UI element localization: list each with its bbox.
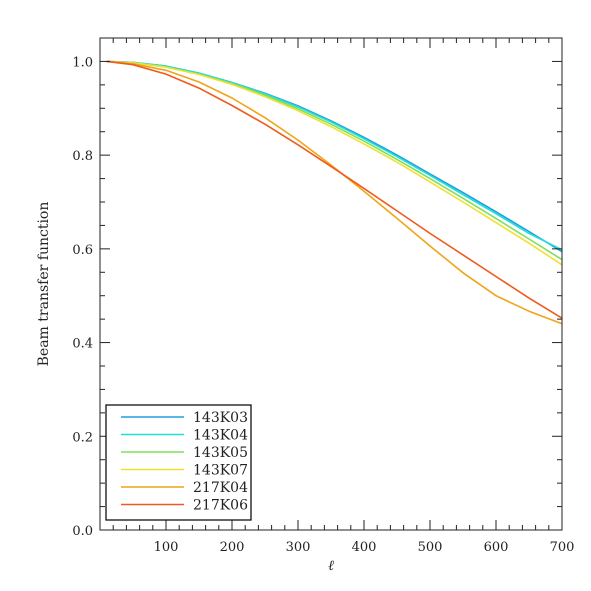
x-tick-label: 700 <box>550 540 575 555</box>
x-tick-label: 300 <box>286 540 311 555</box>
legend-label-143K07: 143K07 <box>193 463 248 479</box>
y-tick-label: 0.2 <box>72 430 93 445</box>
x-tick-label: 400 <box>352 540 377 555</box>
legend-label-143K05: 143K05 <box>193 445 248 461</box>
y-axis-title: Beam transfer function <box>36 202 52 367</box>
x-axis-title: ℓ <box>328 558 334 574</box>
x-tick-label: 600 <box>484 540 509 555</box>
x-tick-label: 500 <box>418 540 443 555</box>
y-tick-label: 1.0 <box>72 55 93 70</box>
series-line-217K06 <box>106 60 563 319</box>
ticks-layer: 100 200 300 400 500 600 700 0.0 0.2 0.4 0.6 0.8 1.0 <box>72 38 574 555</box>
plot-frame <box>99 37 563 531</box>
legend-label-143K03: 143K03 <box>193 410 248 426</box>
y-tick-label: 0.6 <box>72 243 93 258</box>
series-line-217K04 <box>106 60 563 325</box>
legend-box <box>105 404 252 521</box>
x-tick-label: 100 <box>154 540 179 555</box>
legend-label-217K06: 217K06 <box>193 498 248 514</box>
series-line-143K04 <box>106 60 563 251</box>
series-line-143K07 <box>106 60 563 266</box>
x-tick-label: 200 <box>220 540 245 555</box>
series-layer <box>106 60 563 325</box>
legend-label-143K04: 143K04 <box>193 428 248 444</box>
y-tick-label: 0.4 <box>72 337 93 352</box>
legend-label-217K04: 217K04 <box>193 480 248 496</box>
y-tick-label: 0.0 <box>72 524 93 539</box>
y-tick-label: 0.8 <box>72 149 93 164</box>
